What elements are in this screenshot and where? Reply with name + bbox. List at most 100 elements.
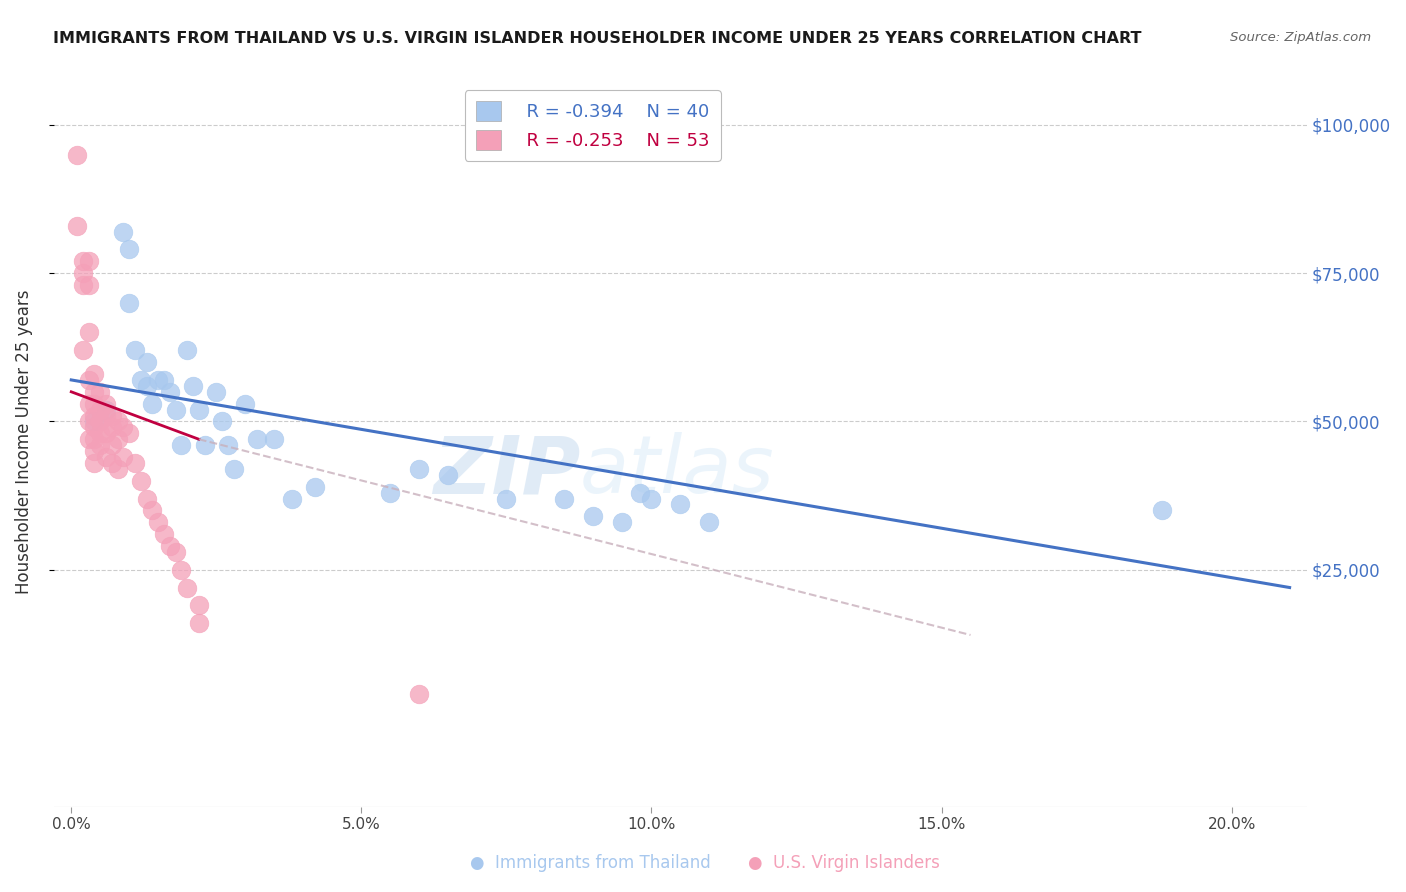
- Point: [89, 414, 111, 428]
- Point: [187, 616, 209, 631]
- Point: [83, 432, 105, 446]
- Point: [72, 266, 94, 280]
- Point: [89, 402, 111, 417]
- Point: [77, 414, 100, 428]
- Point: [112, 450, 135, 464]
- Point: [83, 420, 105, 434]
- Point: [94, 426, 117, 441]
- Point: [118, 295, 141, 310]
- Point: [124, 343, 146, 358]
- Point: [129, 474, 152, 488]
- Legend:   R = -0.394    N = 40,   R = -0.253    N = 53: R = -0.394 N = 40, R = -0.253 N = 53: [465, 90, 721, 161]
- Point: [77, 326, 100, 340]
- Point: [94, 397, 117, 411]
- Text: Source: ZipAtlas.com: Source: ZipAtlas.com: [1230, 31, 1371, 45]
- Point: [211, 414, 233, 428]
- Point: [280, 491, 302, 506]
- Point: [233, 397, 256, 411]
- Point: [640, 491, 662, 506]
- Point: [246, 432, 269, 446]
- Point: [118, 426, 141, 441]
- Point: [141, 397, 163, 411]
- Point: [77, 432, 100, 446]
- Point: [83, 444, 105, 458]
- Point: [437, 467, 460, 482]
- Point: [222, 462, 245, 476]
- Point: [107, 432, 129, 446]
- Point: [217, 438, 239, 452]
- Point: [107, 462, 129, 476]
- Point: [153, 527, 176, 541]
- Point: [553, 491, 575, 506]
- Point: [148, 516, 170, 530]
- Point: [94, 402, 117, 417]
- Point: [1150, 503, 1173, 517]
- Text: ZIP: ZIP: [433, 433, 581, 510]
- Point: [112, 225, 135, 239]
- Point: [72, 278, 94, 293]
- Point: [135, 491, 157, 506]
- Point: [124, 456, 146, 470]
- Point: [263, 432, 285, 446]
- Point: [582, 509, 605, 524]
- Point: [94, 450, 117, 464]
- Text: ●  U.S. Virgin Islanders: ● U.S. Virgin Islanders: [748, 855, 939, 872]
- Point: [165, 545, 187, 559]
- Point: [77, 373, 100, 387]
- Point: [83, 367, 105, 381]
- Point: [83, 456, 105, 470]
- Point: [669, 498, 692, 512]
- Point: [66, 219, 89, 233]
- Point: [83, 384, 105, 399]
- Point: [408, 462, 430, 476]
- Text: atlas: atlas: [581, 433, 775, 510]
- Point: [135, 379, 157, 393]
- Point: [118, 243, 141, 257]
- Point: [165, 402, 187, 417]
- Point: [135, 355, 157, 369]
- Point: [194, 438, 217, 452]
- Y-axis label: Householder Income Under 25 years: Householder Income Under 25 years: [15, 290, 32, 594]
- Point: [66, 147, 89, 161]
- Point: [495, 491, 517, 506]
- Point: [699, 516, 721, 530]
- Point: [83, 409, 105, 423]
- Point: [94, 409, 117, 423]
- Point: [101, 456, 124, 470]
- Point: [628, 485, 651, 500]
- Point: [408, 687, 430, 701]
- Point: [170, 438, 193, 452]
- Point: [101, 420, 124, 434]
- Point: [176, 343, 198, 358]
- Point: [107, 414, 129, 428]
- Point: [187, 599, 209, 613]
- Point: [77, 254, 100, 268]
- Point: [170, 563, 193, 577]
- Point: [148, 373, 170, 387]
- Point: [112, 420, 135, 434]
- Point: [141, 503, 163, 517]
- Text: IMMIGRANTS FROM THAILAND VS U.S. VIRGIN ISLANDER HOUSEHOLDER INCOME UNDER 25 YEA: IMMIGRANTS FROM THAILAND VS U.S. VIRGIN …: [53, 31, 1142, 46]
- Point: [304, 480, 326, 494]
- Point: [101, 409, 124, 423]
- Point: [89, 384, 111, 399]
- Point: [89, 438, 111, 452]
- Text: ●  Immigrants from Thailand: ● Immigrants from Thailand: [470, 855, 711, 872]
- Point: [159, 384, 181, 399]
- Point: [72, 343, 94, 358]
- Point: [83, 397, 105, 411]
- Point: [77, 397, 100, 411]
- Point: [159, 539, 181, 553]
- Point: [187, 402, 209, 417]
- Point: [72, 254, 94, 268]
- Point: [181, 379, 204, 393]
- Point: [101, 438, 124, 452]
- Point: [612, 516, 634, 530]
- Point: [77, 278, 100, 293]
- Point: [83, 414, 105, 428]
- Point: [89, 426, 111, 441]
- Point: [153, 373, 176, 387]
- Point: [380, 485, 402, 500]
- Point: [205, 384, 228, 399]
- Point: [176, 581, 198, 595]
